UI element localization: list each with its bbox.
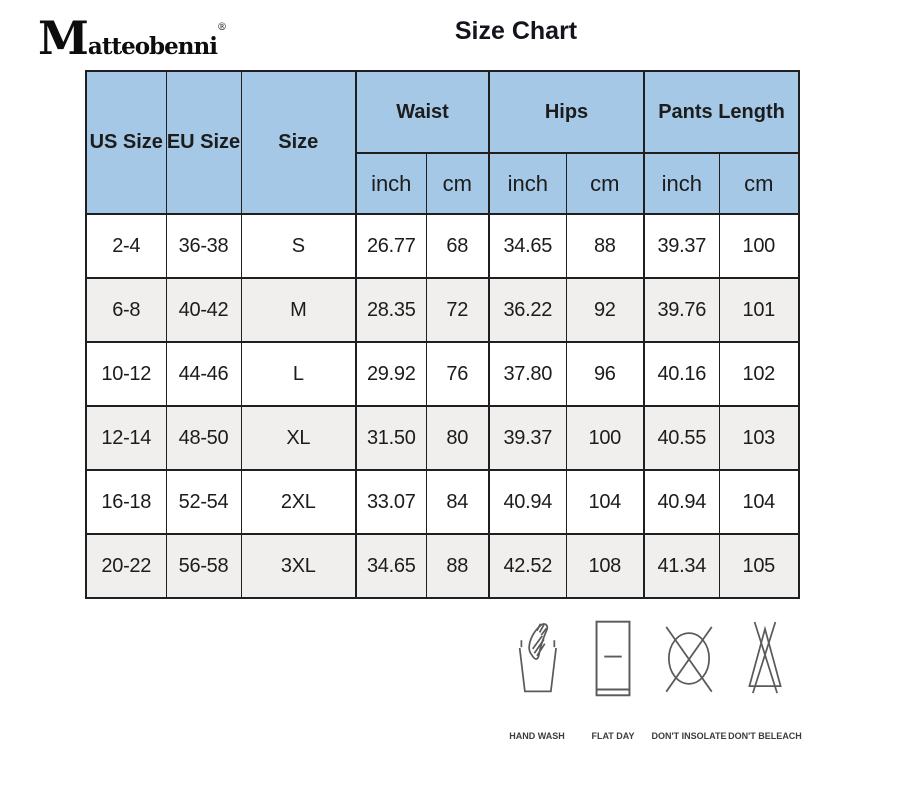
table-cell: 88	[565, 213, 645, 279]
dont-beleach-icon	[739, 610, 791, 705]
table-cell: 68	[425, 213, 490, 279]
unit-header: cm	[565, 152, 645, 215]
table-cell: 84	[425, 469, 490, 535]
table-cell: 20-22	[85, 533, 167, 599]
unit-header: inch	[355, 152, 427, 215]
table-cell: 96	[565, 341, 645, 407]
table-cell: 88	[425, 533, 490, 599]
table-cell: 34.65	[488, 213, 567, 279]
table-cell: 108	[565, 533, 645, 599]
table-cell: 40.55	[643, 405, 720, 471]
header-waist: Waist	[354, 70, 490, 154]
registered-trademark-icon: ®	[216, 22, 227, 33]
table-cell: 39.37	[643, 213, 720, 279]
table-cell: 92	[565, 277, 645, 343]
care-item-dont-insolate: DON'T INSOLATE	[651, 610, 727, 741]
table-row: 16-18 52-54 2XL 33.07 84 40.94 104 40.94…	[85, 469, 800, 535]
table-cell: 29.92	[355, 341, 427, 407]
flat-day-icon	[590, 610, 636, 705]
table-cell: 6-8	[85, 277, 167, 343]
table-cell: 105	[718, 533, 800, 599]
header-size: Size	[240, 70, 357, 215]
table-cell: 28.35	[355, 277, 427, 343]
table-cell: 40.16	[643, 341, 720, 407]
hand-wash-icon	[511, 610, 563, 705]
header-pants-length: Pants Length	[643, 70, 800, 154]
table-cell: 10-12	[85, 341, 167, 407]
table-cell: 101	[718, 277, 800, 343]
group-header-row: US Size EU Size Size Waist Hips Pants Le…	[85, 70, 800, 215]
brand-name: Matteobenni	[38, 11, 218, 65]
table-cell: 37.80	[488, 341, 567, 407]
table-cell: 52-54	[165, 469, 242, 535]
table-cell: 40.94	[643, 469, 720, 535]
care-label: DON'T BELEACH	[728, 731, 802, 741]
table-cell: 12-14	[85, 405, 167, 471]
table-cell: 40-42	[165, 277, 242, 343]
table-cell: 104	[565, 469, 645, 535]
table-row: 12-14 48-50 XL 31.50 80 39.37 100 40.55 …	[85, 405, 800, 471]
table-cell: M	[240, 277, 357, 343]
care-label: DON'T INSOLATE	[651, 731, 727, 741]
table-cell: 39.37	[488, 405, 567, 471]
table-cell: 103	[718, 405, 800, 471]
care-instructions: HAND WASH FLAT DAY DON'T INSOLATE	[499, 610, 803, 741]
header-us-size: US Size	[85, 70, 167, 215]
page-title: Size Chart	[454, 17, 578, 45]
care-label: FLAT DAY	[591, 731, 635, 741]
table-cell: S	[240, 213, 357, 279]
table-cell: 48-50	[165, 405, 242, 471]
unit-header: inch	[488, 152, 567, 215]
table-cell: 56-58	[165, 533, 242, 599]
table-cell: 36.22	[488, 277, 567, 343]
table-cell: 33.07	[355, 469, 427, 535]
table-row: 10-12 44-46 L 29.92 76 37.80 96 40.16 10…	[85, 341, 800, 407]
table-cell: 41.34	[643, 533, 720, 599]
table-cell: 3XL	[240, 533, 357, 599]
table-cell: 104	[718, 469, 800, 535]
table-row: 2-4 36-38 S 26.77 68 34.65 88 39.37 100	[85, 213, 800, 279]
size-chart-table: US Size EU Size Size Waist Hips Pants Le…	[85, 70, 801, 599]
table-cell: 100	[718, 213, 800, 279]
table-cell: 72	[425, 277, 490, 343]
table-cell: 80	[425, 405, 490, 471]
care-label: HAND WASH	[509, 731, 565, 741]
header-eu-size: EU Size	[165, 70, 242, 215]
table-cell: 26.77	[355, 213, 427, 279]
unit-header: cm	[718, 152, 800, 215]
dont-insolate-icon	[661, 610, 717, 705]
care-item-hand-wash: HAND WASH	[499, 610, 575, 741]
table-cell: 102	[718, 341, 800, 407]
table-cell: 2XL	[240, 469, 357, 535]
unit-header: cm	[425, 152, 490, 215]
unit-header-row: inch cm inch cm inch cm	[86, 152, 800, 215]
table-cell: 39.76	[643, 277, 720, 343]
table-cell: 36-38	[165, 213, 242, 279]
table-cell: 2-4	[85, 213, 167, 279]
table-cell: 40.94	[488, 469, 567, 535]
care-item-dont-beleach: DON'T BELEACH	[727, 610, 803, 741]
table-cell: 42.52	[488, 533, 567, 599]
table-cell: 44-46	[165, 341, 242, 407]
header-hips: Hips	[488, 70, 645, 154]
table-cell: 100	[565, 405, 645, 471]
unit-header: inch	[643, 152, 720, 215]
table-cell: 16-18	[85, 469, 167, 535]
table-cell: 76	[425, 341, 490, 407]
table-cell: 34.65	[355, 533, 427, 599]
brand-logo: Matteobenni®	[38, 11, 227, 67]
table-cell: 31.50	[355, 405, 427, 471]
table-row: 6-8 40-42 M 28.35 72 36.22 92 39.76 101	[85, 277, 800, 343]
table-cell: L	[240, 341, 357, 407]
care-item-flat-day: FLAT DAY	[575, 610, 651, 741]
table-row: 20-22 56-58 3XL 34.65 88 42.52 108 41.34…	[85, 533, 800, 599]
table-cell: XL	[240, 405, 357, 471]
